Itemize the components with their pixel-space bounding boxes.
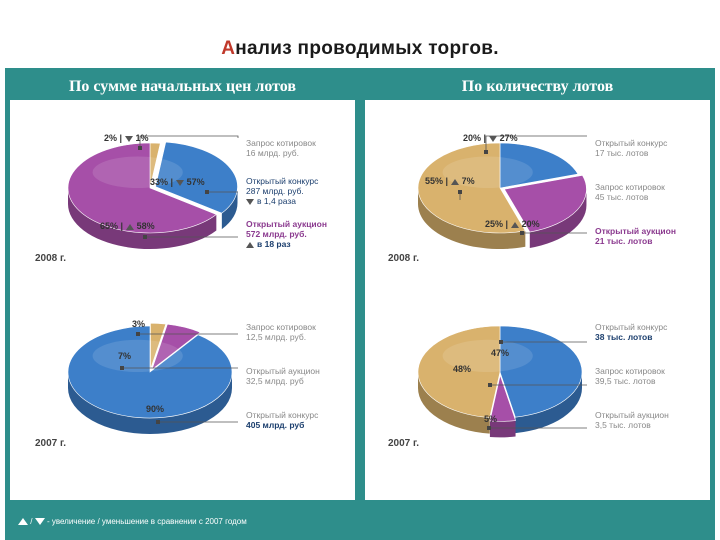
pie-slice-side bbox=[68, 372, 232, 434]
page-title: Анализ проводимых торгов. bbox=[0, 38, 720, 60]
arrow-down-icon bbox=[175, 179, 184, 186]
panel-header-count: По количеству лотов bbox=[461, 78, 614, 95]
legend-entry-tender: Открытый конкурс 405 млрд. руб bbox=[246, 410, 319, 430]
legend-entry-tender: Открытый конкурс 287 млрд. руб. в 1,4 раза bbox=[246, 176, 319, 206]
slice-label-tender: 90% bbox=[146, 404, 165, 414]
year-label: 2008 г. bbox=[35, 253, 66, 264]
legend-entry-auction: Открытый аукцион 572 млрд. руб. в 18 раз bbox=[246, 219, 327, 249]
legend-entry-auction: Открытый аукцион 3,5 тыс. лотов bbox=[595, 410, 669, 430]
pie-slice bbox=[151, 323, 201, 371]
leader-marker bbox=[138, 146, 142, 150]
pie-slice-side bbox=[418, 372, 490, 434]
pie-slice bbox=[155, 141, 238, 214]
pie-slice-side bbox=[68, 188, 217, 249]
year-label: 2007 г. bbox=[35, 438, 66, 449]
pie-slice bbox=[499, 325, 583, 418]
leader-marker bbox=[520, 231, 524, 235]
legend-entry-auction: Открытый аукцион 32,5 млрд. руб bbox=[246, 366, 320, 386]
leader-line bbox=[485, 135, 587, 152]
pie-slice-side bbox=[221, 186, 238, 230]
pie-chart-sum-2008 bbox=[67, 135, 239, 249]
pie-highlight bbox=[92, 156, 183, 188]
slice-label-quotation: 48% bbox=[453, 364, 472, 374]
pie-slice-side bbox=[489, 420, 516, 438]
pie-highlight bbox=[442, 339, 533, 372]
arrow-up-icon bbox=[246, 241, 254, 248]
arrow-up-icon bbox=[450, 178, 459, 185]
year-label: 2008 г. bbox=[388, 253, 419, 264]
legend-entry-tender: Открытый конкурс 17 тыс. лотов bbox=[595, 138, 668, 158]
pie-highlight bbox=[92, 339, 183, 372]
pie-slice bbox=[67, 325, 233, 419]
slice-label-auction: 7% bbox=[118, 351, 132, 361]
slice-label-auction: 25% | 20% bbox=[485, 219, 540, 229]
pie-chart-count-2008 bbox=[417, 135, 587, 249]
leader-marker bbox=[136, 332, 140, 336]
slice-label-tender: 20% | 27% bbox=[463, 133, 518, 143]
slice-label-auction: 5% bbox=[484, 414, 498, 424]
pie-slice bbox=[417, 325, 501, 418]
slice-label-quotation: 55% | 7% bbox=[425, 176, 475, 186]
leader-marker bbox=[484, 150, 488, 154]
arrow-up-icon bbox=[125, 223, 134, 230]
footnote: / - увеличение / уменьшение в сравнении … bbox=[18, 517, 247, 526]
leader-line bbox=[139, 135, 239, 148]
pie-chart-sum-2007 bbox=[67, 322, 238, 434]
legend-entry-quotation: Запрос котировок 45 тыс. лотов bbox=[595, 182, 665, 202]
pie-slice bbox=[150, 322, 167, 370]
leader-marker bbox=[458, 190, 462, 194]
leader-marker bbox=[488, 383, 492, 387]
pie-slice-side bbox=[515, 372, 582, 434]
leader-marker bbox=[487, 426, 491, 430]
page-title-first-letter: А bbox=[221, 38, 236, 59]
pie-slice bbox=[503, 175, 587, 233]
leader-marker bbox=[205, 190, 209, 194]
legend-entry-quotation: Запрос котировок 39,5 тыс. лотов bbox=[595, 366, 665, 386]
pie-slice bbox=[499, 142, 579, 189]
pie-slice bbox=[417, 142, 526, 234]
slice-label-auction: 65% | 58% bbox=[100, 221, 155, 231]
slice-label-quotation: 3% bbox=[132, 319, 146, 329]
year-label: 2007 г. bbox=[388, 438, 419, 449]
leader-marker bbox=[156, 420, 160, 424]
pie-chart-count-2007 bbox=[417, 325, 587, 438]
pie-slice bbox=[67, 142, 217, 234]
pie-highlight bbox=[442, 156, 533, 188]
panel-header-sum: По сумме начальных цен лотов bbox=[68, 78, 297, 95]
pie-slice bbox=[489, 374, 516, 422]
leader-marker bbox=[143, 235, 147, 239]
legend-entry-tender: Открытый конкурс 38 тыс. лотов bbox=[595, 322, 668, 342]
legend-entry-quotation: Запрос котировок 16 млрд. руб. bbox=[246, 138, 316, 158]
leader-marker bbox=[499, 340, 503, 344]
triangle-down-icon bbox=[34, 518, 45, 526]
legend-entry-quotation: Запрос котировок 12,5 млрд. руб. bbox=[246, 322, 316, 342]
legend-entry-auction: Открытый аукцион 21 тыс. лотов bbox=[595, 226, 676, 246]
arrow-down-icon bbox=[124, 135, 133, 142]
slice-label-tender: 47% bbox=[491, 348, 510, 358]
slice-label-quotation: 2% | 1% bbox=[104, 133, 149, 143]
arrow-down-icon bbox=[246, 198, 254, 205]
slice-label-tender: 33% | 57% bbox=[150, 177, 205, 187]
arrow-up-icon bbox=[510, 221, 519, 228]
pie-slice-side bbox=[418, 188, 526, 249]
leader-marker bbox=[120, 366, 124, 370]
page-title-rest: нализ проводимых торгов. bbox=[235, 38, 499, 59]
triangle-up-icon bbox=[18, 518, 28, 526]
arrow-down-icon bbox=[488, 135, 497, 142]
